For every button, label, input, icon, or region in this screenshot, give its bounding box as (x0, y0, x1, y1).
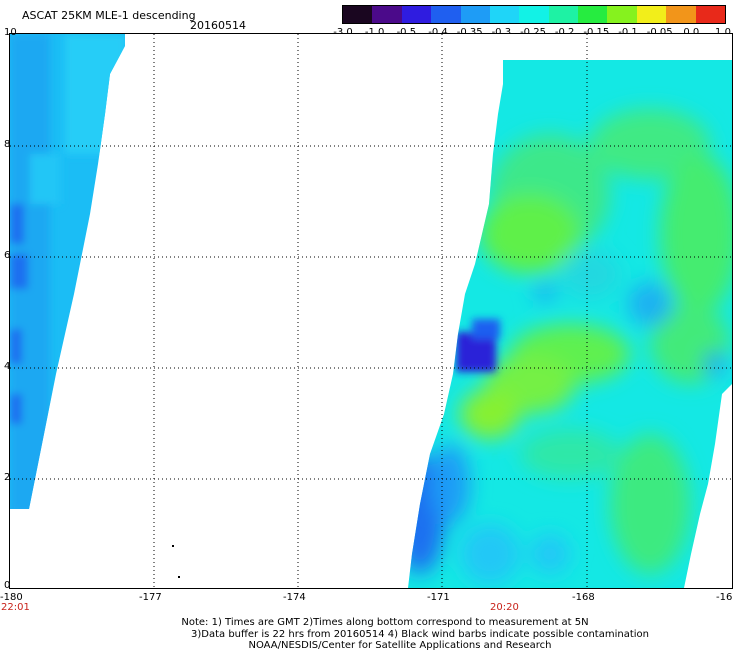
x-tick-label: -177 (139, 592, 162, 603)
left-swath (10, 34, 125, 509)
x-tick-label: -180 (0, 592, 23, 603)
colorbar-segment (548, 6, 578, 23)
colorbar-segment (460, 6, 490, 23)
colorbar-label: -0.4 (428, 27, 448, 38)
colorbar-segment (578, 6, 608, 23)
y-tick-label: 10 (4, 27, 17, 38)
time-right: 20:20 (490, 602, 519, 613)
y-tick-label: 6 (4, 250, 11, 261)
map-date: 20160514 (190, 19, 246, 32)
y-tick-label: 4 (4, 361, 11, 372)
colorbar-label: -0.05 (647, 27, 673, 38)
wind-barb-mark (178, 576, 180, 578)
colorbar-label: 0.0 (683, 27, 699, 38)
y-tick-label: 2 (4, 472, 11, 483)
colorbar-segment (695, 6, 725, 23)
colorbar-label: -0.3 (492, 27, 512, 38)
colorbar-segment (607, 6, 637, 23)
wind-barb-mark (172, 545, 174, 547)
time-left: 22:01 (1, 602, 30, 613)
colorbar-segment (401, 6, 432, 23)
colorbar-label: -0.5 (397, 27, 417, 38)
colorbar-segment (636, 6, 667, 23)
colorbar-label: -0.2 (555, 27, 575, 38)
colorbar-label: -0.35 (457, 27, 483, 38)
y-tick-label: 8 (4, 139, 11, 150)
colorbar-segment (343, 6, 373, 23)
note-line-3: NOAA/NESDIS/Center for Satellite Applica… (248, 640, 552, 651)
colorbar-label: -0.1 (618, 27, 638, 38)
note-line-1: Note: 1) Times are GMT 2)Times along bot… (181, 617, 589, 628)
note-line-2: 3)Data buffer is 22 hrs from 20160514 4)… (191, 629, 649, 640)
x-tick-label: -168 (572, 592, 595, 603)
colorbar-segment (431, 6, 461, 23)
x-tick-label: -16 (716, 592, 733, 603)
colorbar-label: -1.0 (365, 27, 385, 38)
map-plot-area (9, 33, 733, 589)
colorbar-segment (519, 6, 549, 23)
colorbar-segment (666, 6, 696, 23)
colorbar (342, 5, 726, 24)
colorbar-label: 1.0 (715, 27, 731, 38)
right-swath (408, 60, 732, 588)
colorbar-label: -0.15 (583, 27, 609, 38)
x-tick-label: -171 (427, 592, 450, 603)
map-canvas (10, 34, 732, 588)
map-title: ASCAT 25KM MLE-1 descending (22, 9, 196, 22)
x-tick-label: -174 (283, 592, 306, 603)
colorbar-label: -0.25 (520, 27, 546, 38)
map-gridlines (10, 34, 732, 588)
colorbar-segment (372, 6, 402, 23)
colorbar-segment (489, 6, 520, 23)
y-tick-label: 0 (4, 580, 11, 591)
colorbar-label: -3.0 (333, 27, 353, 38)
